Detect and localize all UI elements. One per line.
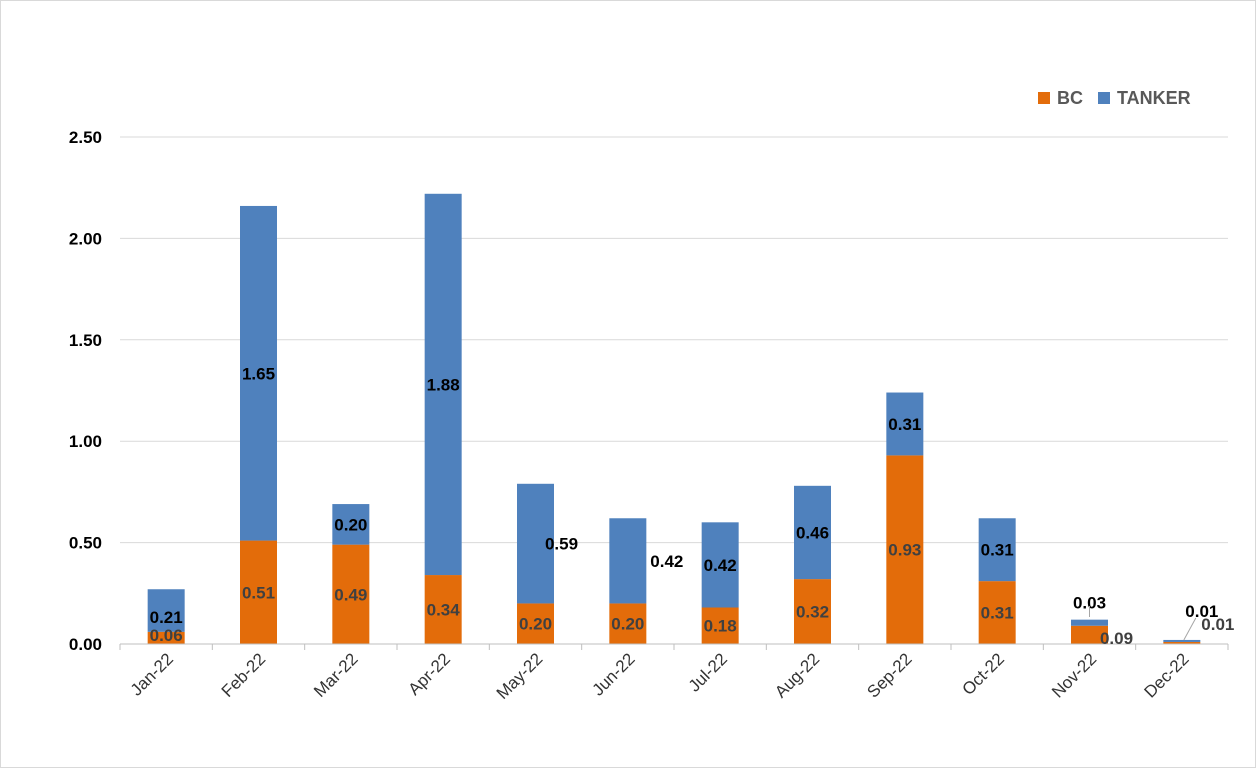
x-tick-label: Aug-22	[771, 649, 823, 701]
bar-tanker	[240, 205, 277, 541]
bar-bc	[517, 603, 554, 644]
data-label-tanker: 0.46	[796, 523, 829, 542]
bar-bc	[701, 607, 739, 644]
x-tick-label: Oct-22	[958, 649, 1008, 699]
bar-tanker	[701, 522, 739, 608]
data-label-bc: 0.09	[1100, 629, 1133, 648]
legend-label: TANKER	[1117, 88, 1191, 108]
y-tick-label: 2.50	[69, 128, 102, 147]
legend-label: BC	[1057, 88, 1083, 108]
bar-tanker	[517, 483, 554, 604]
x-tick-label: Sep-22	[863, 649, 915, 701]
bar-tanker	[332, 504, 370, 545]
bar-bc	[1071, 625, 1108, 644]
data-label-tanker: 0.03	[1073, 594, 1106, 613]
data-label-tanker: 0.21	[150, 608, 183, 627]
data-label-bc: 0.51	[242, 583, 275, 602]
data-label-tanker: 0.01	[1185, 602, 1218, 621]
legend: BC TANKER	[1038, 88, 1191, 108]
data-label-bc: 0.31	[981, 604, 1014, 623]
data-label-bc: 0.01	[1201, 615, 1234, 634]
data-label-bc: 0.06	[150, 626, 183, 645]
data-label-tanker: 1.65	[242, 364, 275, 383]
data-label-bc: 0.18	[704, 617, 737, 636]
data-labels: 0.060.21 0.51 1.65 0.49 0.20 0.34 1.88 0.20 0.59…	[150, 364, 1235, 648]
x-tick-label: Apr-22	[404, 649, 454, 699]
bar-tanker	[609, 518, 647, 604]
bar-tanker	[424, 193, 462, 576]
bar-bc	[794, 579, 831, 644]
data-label-tanker: 0.59	[545, 535, 578, 554]
data-label-bc: 0.49	[334, 585, 367, 604]
data-label-tanker: 0.31	[981, 541, 1014, 560]
x-tick-label: Nov-22	[1048, 649, 1100, 701]
legend-swatch	[1098, 92, 1110, 104]
data-label-tanker: 0.31	[888, 415, 921, 434]
x-tick-label: Jan-22	[127, 649, 177, 699]
data-label-bc: 0.34	[427, 601, 461, 620]
data-label-tanker: 0.42	[650, 552, 683, 571]
bar-bc	[147, 631, 185, 644]
data-label-tanker: 0.42	[704, 556, 737, 575]
y-tick-label: 0.00	[69, 635, 102, 654]
data-label-bc: 0.20	[611, 615, 644, 634]
bar-bc	[1163, 641, 1201, 644]
x-axis: Jan-22 Feb-22 Mar-22 Apr-22 May-22 Jun-22 Jul-…	[119, 643, 1229, 703]
bar-tanker	[794, 485, 831, 580]
data-label-bc: 0.93	[888, 541, 921, 560]
bar-tanker	[886, 392, 924, 456]
bar-bc	[609, 603, 647, 644]
leader-line	[1183, 617, 1197, 641]
data-label-bc: 0.32	[796, 603, 829, 622]
y-axis: 0.00 0.50 1.00 1.50 2.00 2.50	[69, 128, 102, 654]
data-label-bc: 0.20	[519, 615, 552, 634]
x-tick-label: Mar-22	[310, 649, 362, 701]
x-tick-label: Jun-22	[588, 649, 638, 699]
data-label-tanker: 1.88	[427, 375, 460, 394]
y-tick-label: 0.50	[69, 534, 102, 553]
bar-tanker	[1163, 639, 1201, 642]
x-tick-label: Jul-22	[685, 649, 731, 695]
x-tick-label: May-22	[493, 649, 547, 703]
bar-bc	[240, 540, 277, 644]
bar-tanker	[147, 589, 185, 632]
y-tick-label: 1.00	[69, 432, 102, 451]
bar-tanker	[1071, 619, 1108, 626]
y-tick-label: 2.00	[69, 229, 102, 248]
bar-tanker	[978, 518, 1016, 582]
bar-bc	[424, 575, 462, 644]
bar-bc	[978, 581, 1016, 644]
y-tick-label: 1.50	[69, 331, 102, 350]
bars	[147, 193, 1201, 644]
bar-bc	[886, 455, 924, 644]
bar-bc	[332, 544, 370, 644]
x-tick-label: Dec-22	[1140, 649, 1192, 701]
legend-swatch	[1038, 92, 1050, 104]
x-tick-label: Feb-22	[218, 649, 270, 701]
data-label-tanker: 0.20	[334, 515, 367, 534]
